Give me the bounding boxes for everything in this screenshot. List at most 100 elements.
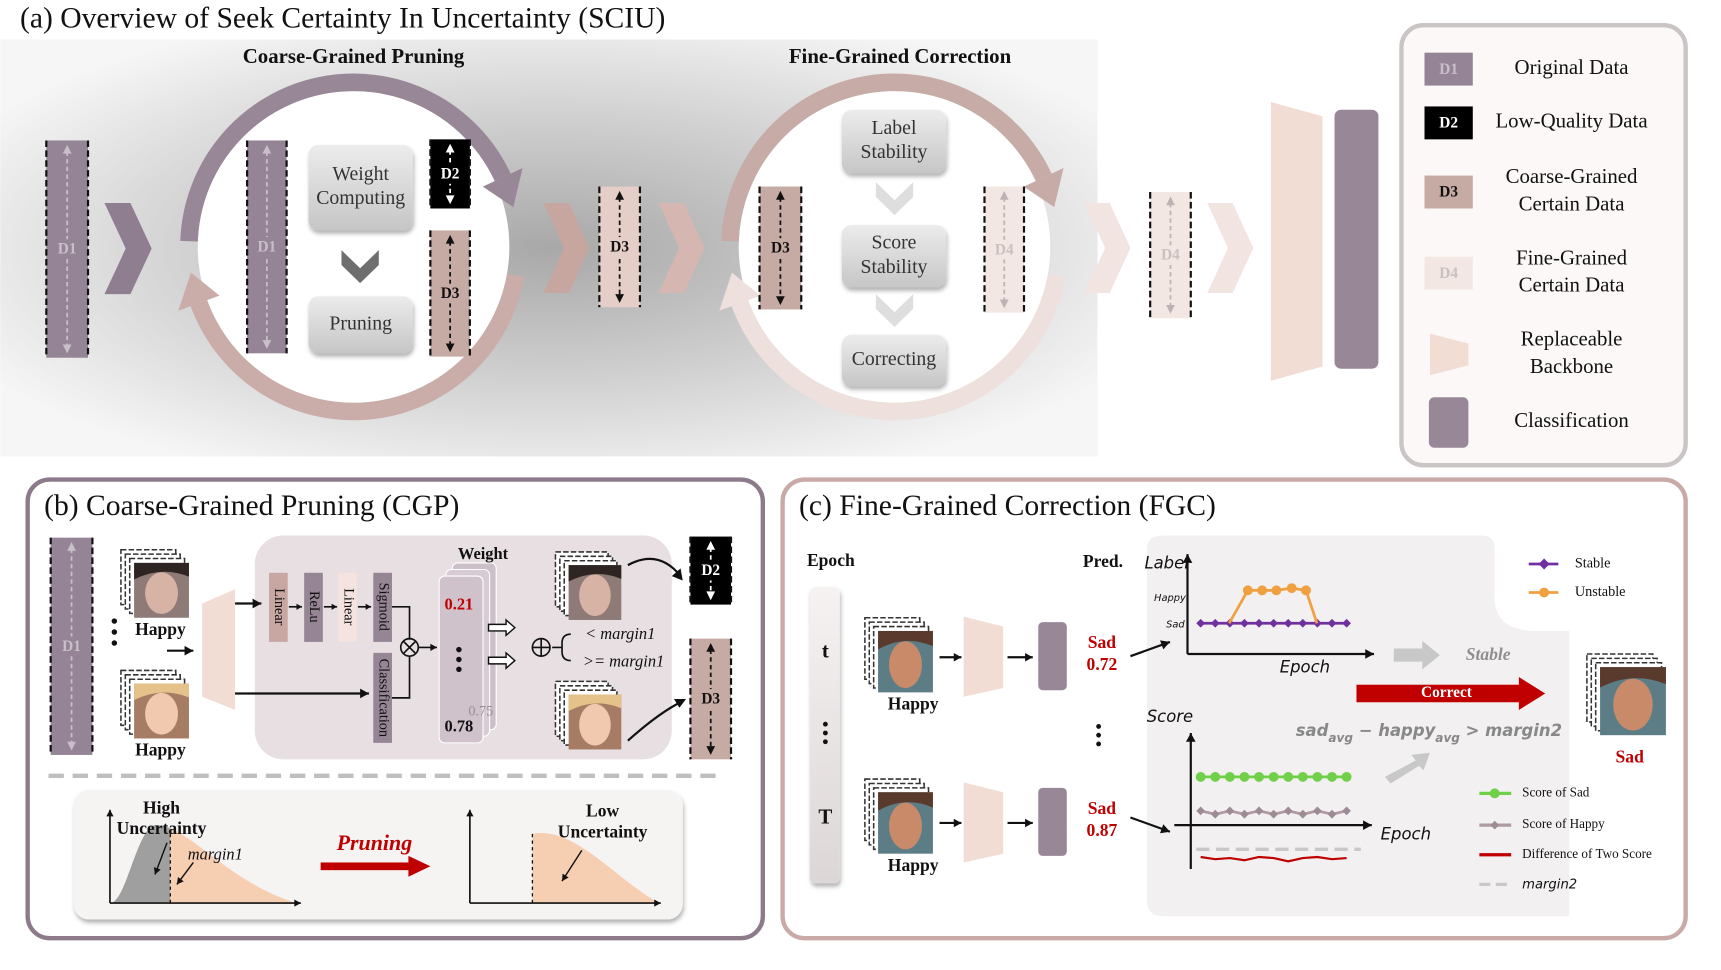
arrow-head xyxy=(466,809,474,817)
plot-marker xyxy=(1210,809,1220,819)
flow-chevron xyxy=(1207,202,1254,293)
arrow-head xyxy=(360,688,369,699)
uncertainty-label: Uncertainty xyxy=(117,818,207,838)
face xyxy=(889,802,922,850)
face xyxy=(1613,678,1653,731)
data-tag: D1 xyxy=(62,638,81,655)
flow-chevron xyxy=(543,202,590,293)
arrow-head xyxy=(1518,677,1546,710)
legend-label: Replaceable xyxy=(1521,326,1623,350)
legend-swatch xyxy=(1424,106,1473,140)
ellipsis xyxy=(111,640,118,646)
brace xyxy=(552,633,571,662)
arrow-head xyxy=(365,603,372,610)
cycle-arc xyxy=(180,73,511,242)
action-label: Pruning xyxy=(336,830,413,855)
plot-marker xyxy=(1269,618,1279,628)
legend-label: Low-Quality Data xyxy=(1495,109,1647,133)
axis-label: Happy xyxy=(1154,593,1186,604)
data-tag: D1 xyxy=(257,239,276,256)
arrow-head xyxy=(331,603,338,610)
pred-score: 0.72 xyxy=(1087,654,1118,674)
classifier xyxy=(1038,622,1067,691)
plot-marker xyxy=(1269,809,1279,819)
arrow-head xyxy=(67,542,76,551)
arrow-head xyxy=(1160,824,1170,834)
layer-label: Linear xyxy=(271,588,287,625)
ellipsis xyxy=(822,730,828,736)
hair xyxy=(878,792,933,811)
arrow-head xyxy=(430,643,437,652)
plot-marker xyxy=(1327,771,1337,782)
face xyxy=(145,692,178,735)
add-op xyxy=(532,638,550,657)
classifier xyxy=(1334,109,1379,369)
arrow-head xyxy=(67,741,76,751)
arrow-head xyxy=(184,645,194,656)
correct-label: Correct xyxy=(1421,684,1473,701)
arrow-head xyxy=(671,568,683,581)
uncertainty-label: High xyxy=(143,797,180,817)
epoch-label: T xyxy=(818,804,832,828)
arrow-head xyxy=(1166,196,1175,206)
hair xyxy=(878,630,933,650)
legend-swatch xyxy=(1424,52,1473,86)
cycle-arc xyxy=(731,273,1066,421)
classifier xyxy=(1038,787,1067,856)
flow-chevron xyxy=(875,294,914,327)
data-tag: D3 xyxy=(771,240,790,257)
arrow-head xyxy=(615,190,625,200)
legend-label: margin2 xyxy=(1522,877,1577,892)
flow-chevron xyxy=(875,182,914,216)
layer-block xyxy=(373,572,392,642)
uncertainty-label: Low xyxy=(586,801,619,821)
arrow-head xyxy=(562,873,569,882)
margin-label: margin1 xyxy=(188,845,243,864)
arrow-head xyxy=(482,168,523,208)
column-header: Pred. xyxy=(1083,551,1123,571)
plot-marker xyxy=(1254,806,1264,816)
face xyxy=(579,703,611,746)
tag-backdrop xyxy=(693,560,728,581)
arrow-head xyxy=(62,144,72,154)
arrow-head xyxy=(615,294,625,303)
legend-label: Fine-Grained xyxy=(1516,245,1628,269)
legend-label: Classification xyxy=(1514,408,1629,432)
tag-backdrop xyxy=(433,164,467,184)
plot-marker xyxy=(1283,618,1293,628)
arrow-head xyxy=(176,876,184,885)
legend-label: Coarse-Grained xyxy=(1506,164,1638,188)
plot-marker xyxy=(1327,809,1337,819)
condition-part: sad xyxy=(1296,720,1329,739)
tag-backdrop xyxy=(602,237,637,257)
threshold: >= margin1 xyxy=(583,652,664,671)
plot-marker xyxy=(1342,806,1351,816)
process-block xyxy=(841,109,947,174)
arrow-head xyxy=(1185,732,1196,742)
tag-backdrop xyxy=(987,239,1021,260)
cycle-arc xyxy=(721,73,1052,242)
ellipsis xyxy=(822,721,828,727)
legend-label: Score of Happy xyxy=(1522,816,1605,831)
plot-marker xyxy=(1341,771,1352,782)
layer-label: Linear xyxy=(340,588,356,625)
pred-score: 0.87 xyxy=(1087,820,1118,840)
pred-label: Sad xyxy=(1088,798,1117,818)
tag-backdrop xyxy=(53,636,90,657)
layer-block xyxy=(338,572,357,642)
axis-label: Sad xyxy=(1166,619,1185,630)
axis-title: Score xyxy=(1147,707,1193,726)
face xyxy=(145,572,178,614)
legend-tag: D4 xyxy=(1439,265,1458,282)
arrow-head xyxy=(294,899,301,907)
process-block xyxy=(841,224,947,288)
arrow-head xyxy=(408,855,431,877)
arrow-head xyxy=(999,299,1009,309)
legend-label: Score of Sad xyxy=(1522,784,1590,799)
flow-chevron xyxy=(1084,202,1131,293)
flow-chevron xyxy=(658,202,705,293)
hair xyxy=(568,694,622,712)
arrow-head xyxy=(445,343,455,353)
